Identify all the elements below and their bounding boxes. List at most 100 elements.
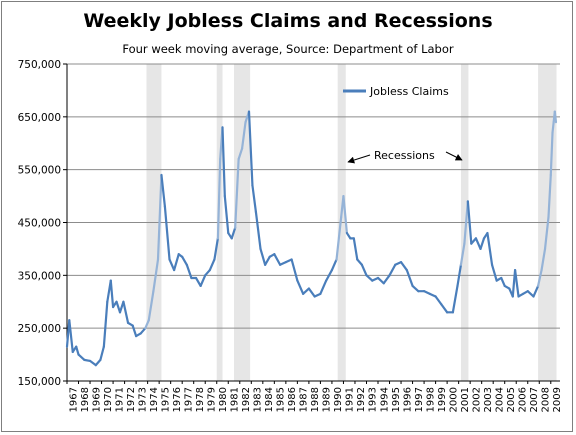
series-segment: [319, 279, 328, 295]
x-tick-labels: 1967 1968 1969 1970 1971 1972 1973 1974 1975 1976…: [68, 387, 563, 412]
x-tick-label: 1969: [91, 387, 102, 412]
series-segment: [204, 268, 211, 277]
series-segment: [335, 216, 343, 261]
series-segment: [109, 279, 115, 309]
series-segment: [547, 173, 552, 219]
series-segment: [342, 194, 349, 235]
x-tick-label: 1996: [402, 387, 413, 412]
series-segment: [330, 258, 338, 272]
series-segment: [264, 255, 271, 266]
series-segment: [139, 327, 147, 335]
recessions-label: Recessions: [374, 149, 435, 162]
series-segment: [411, 284, 420, 293]
y-tick-labels: 150,000 250,000 350,000 450,000 550,000 650,0…: [18, 59, 61, 388]
series-segment: [352, 237, 359, 261]
x-tick-label: 1991: [345, 387, 356, 412]
annotation-arrow-left: [347, 154, 371, 164]
series-segment: [237, 147, 244, 161]
x-tick-label: 1968: [80, 387, 91, 412]
series-segment: [230, 226, 237, 240]
series-segment: [549, 131, 554, 177]
chart-subtitle: Four week moving average, Source: Depart…: [122, 42, 454, 56]
series-segment: [208, 258, 216, 272]
gridlines: [63, 63, 560, 382]
series-segment: [466, 200, 473, 245]
series-segment: [451, 284, 459, 314]
series-segment: [185, 263, 193, 280]
series-segment: [490, 263, 498, 282]
series-segment: [440, 303, 449, 314]
x-tick-label: 1977: [183, 387, 194, 412]
x-tick-label: 1986: [287, 387, 298, 412]
series-segment: [259, 247, 267, 266]
series-segment: [513, 268, 520, 298]
x-tick-label: 1970: [103, 387, 114, 412]
x-tick-label: 1967: [68, 387, 79, 412]
x-tick-label: 1985: [276, 387, 287, 412]
series-segment: [234, 158, 240, 229]
series-segment: [360, 263, 368, 277]
series-segment: [102, 300, 109, 348]
series-segment: [216, 158, 222, 240]
series-segment: [376, 276, 385, 285]
series-segment: [88, 359, 97, 367]
x-tick-label: 2006: [517, 387, 528, 412]
series-segment: [75, 345, 80, 356]
series-segment: [223, 194, 230, 235]
series-segment: [486, 231, 494, 266]
x-tick-label: 1978: [195, 387, 206, 412]
series-segment: [388, 263, 397, 277]
series-segment: [240, 121, 247, 150]
annotation-arrow-right: [445, 151, 463, 161]
series-segment: [173, 253, 180, 272]
x-tick-label: 1998: [425, 387, 436, 412]
y-tick-label: 350,000: [18, 270, 61, 282]
x-tick-label: 1971: [114, 387, 125, 412]
legend-label: Jobless Claims: [369, 85, 449, 98]
series-segment: [479, 237, 486, 251]
series-segment: [68, 319, 74, 354]
x-tick-label: 1999: [437, 387, 448, 412]
series-segment: [163, 205, 171, 261]
y-tick-label: 750,000: [18, 59, 61, 71]
x-tick-label: 1997: [414, 387, 425, 412]
series-segment: [307, 287, 316, 298]
series-segment: [160, 173, 167, 208]
series-segment: [194, 276, 202, 287]
series-segment: [156, 173, 163, 261]
x-tick-label: 1992: [356, 387, 367, 412]
x-tick-label: 2007: [529, 387, 540, 412]
x-tick-label: 1976: [172, 387, 183, 412]
x-tick-label: 1972: [126, 387, 137, 412]
series-segment: [463, 200, 469, 245]
series-segment: [532, 284, 540, 298]
x-tick-label: 2003: [483, 387, 494, 412]
x-tick-label: 2008: [541, 387, 552, 412]
series-segment: [94, 358, 102, 367]
legend: Jobless Claims: [343, 85, 449, 98]
series-segment: [456, 263, 463, 287]
series-segment: [325, 268, 334, 282]
series-segment: [199, 274, 207, 287]
y-tick-label: 150,000: [18, 376, 61, 388]
x-tick-label: 2001: [460, 387, 471, 412]
series-segment: [99, 345, 105, 361]
series-segment: [181, 255, 188, 266]
x-tick-label: 1989: [322, 387, 333, 412]
x-tick-label: 1987: [299, 387, 310, 412]
x-tick-label: 2005: [506, 387, 517, 412]
series-segment: [147, 290, 155, 322]
recessions-annotation: Recessions: [347, 149, 463, 164]
series-segment: [251, 184, 258, 214]
x-tick-label: 1975: [160, 387, 171, 412]
x-tick-label: 1981: [230, 387, 241, 412]
y-tick-label: 250,000: [18, 323, 61, 335]
series-segment: [152, 258, 160, 293]
y-tick-label: 450,000: [18, 218, 61, 230]
series-segment: [405, 268, 414, 287]
series-segment: [144, 319, 150, 330]
x-tick-label: 1979: [206, 387, 217, 412]
series-segment: [221, 126, 226, 198]
x-tick-label: 1990: [333, 387, 344, 412]
